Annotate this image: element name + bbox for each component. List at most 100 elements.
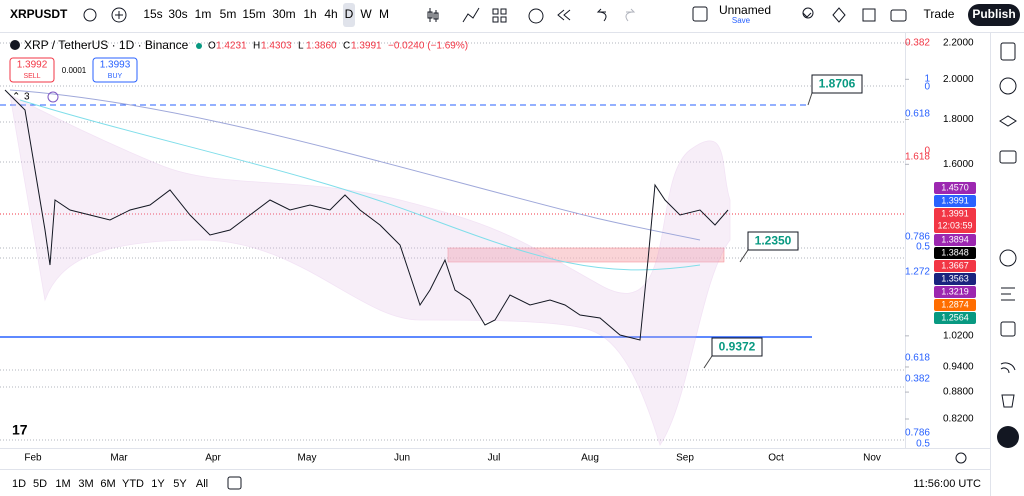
sell-price: 1.3992: [17, 60, 48, 71]
goto-date[interactable]: [227, 476, 242, 490]
range-button[interactable]: 5Y: [173, 478, 187, 490]
layout-caret[interactable]: [802, 12, 812, 18]
badge-countdown: 12:03:59: [937, 220, 972, 230]
range-button[interactable]: 5D: [33, 478, 47, 490]
interval[interactable]: 1m: [195, 7, 212, 21]
month-label: Oct: [768, 453, 784, 464]
replay-icon[interactable]: [557, 9, 571, 21]
axis-settings[interactable]: [955, 452, 967, 464]
target-icon[interactable]: [999, 249, 1017, 267]
indicator-toggle[interactable]: ⌃: [12, 92, 20, 103]
range-button[interactable]: 6M: [100, 478, 115, 490]
badge-price: 1.2564: [941, 312, 969, 322]
interval[interactable]: 30s: [168, 7, 187, 21]
buy-button[interactable]: [92, 57, 138, 83]
sell-button[interactable]: [9, 57, 55, 83]
callout-box[interactable]: [747, 231, 799, 251]
callout-box[interactable]: [711, 337, 763, 357]
layout-name[interactable]: Unnamed: [719, 3, 771, 17]
price-badge: [934, 299, 976, 311]
interval[interactable]: M: [379, 7, 389, 21]
resistance-zone[interactable]: [447, 247, 725, 263]
interval[interactable]: 30m: [272, 7, 295, 21]
calendar-icon[interactable]: [1001, 287, 1015, 301]
interval[interactable]: D: [345, 7, 354, 21]
news-icon[interactable]: [1000, 321, 1016, 337]
badge-price: 1.3563: [941, 273, 969, 283]
fib-label: 0.382: [905, 374, 930, 385]
interval[interactable]: 15s: [143, 7, 162, 21]
interval[interactable]: W: [360, 7, 372, 21]
badge-price: 1.4570: [941, 182, 969, 192]
layers-icon[interactable]: [999, 115, 1017, 127]
snapshot-icon[interactable]: [890, 9, 907, 22]
time-axis: Feb Mar Apr May Jun Jul Aug Sep Oct Nov: [24, 453, 881, 464]
range-button[interactable]: 1Y: [151, 478, 165, 490]
fib-label: 0: [924, 146, 930, 157]
price-badge: [934, 260, 976, 272]
fib-label: 0.5: [916, 439, 930, 450]
chat-icon[interactable]: [999, 150, 1017, 164]
flag-icon[interactable]: [83, 8, 97, 22]
indicator-icon[interactable]: [462, 7, 480, 23]
interval[interactable]: 1h: [303, 7, 316, 21]
interval[interactable]: 15m: [242, 7, 265, 21]
price-badge: [934, 312, 976, 324]
fib-label: 0.786: [905, 428, 930, 439]
stream-icon[interactable]: [1000, 362, 1016, 374]
badge-price: 1.3991: [941, 208, 969, 218]
undo-icon[interactable]: [596, 8, 607, 22]
month-label: Apr: [205, 453, 221, 464]
range-button[interactable]: All: [196, 478, 208, 490]
market-status: [196, 43, 202, 49]
save-label[interactable]: Save: [732, 16, 751, 25]
badge-price: 1.3219: [941, 286, 969, 296]
watchlist-icon[interactable]: [1000, 42, 1016, 61]
toolbar: [0, 0, 1024, 32]
callout-box[interactable]: [811, 74, 863, 94]
moving-average: [19, 99, 701, 271]
price-series: [4, 89, 729, 341]
range-button[interactable]: 1M: [55, 478, 70, 490]
range-button[interactable]: 3M: [78, 478, 93, 490]
redo-icon[interactable]: [625, 8, 636, 22]
candle-icon[interactable]: [427, 8, 439, 22]
badge-price: 1.3667: [941, 260, 969, 270]
apps-button[interactable]: [997, 426, 1019, 448]
symbol[interactable]: XRPUSDT: [10, 7, 68, 21]
alert-icon[interactable]: [528, 8, 544, 24]
publish-button[interactable]: [968, 4, 1020, 26]
clock: 11:56:00 UTC: [913, 478, 981, 490]
search-icon[interactable]: [802, 7, 814, 19]
fib-label: 1.618: [905, 152, 930, 163]
month-label: Jun: [394, 453, 410, 464]
tick-label: 1.0200: [943, 330, 974, 341]
ohlc-key: C: [343, 41, 350, 52]
trade-button[interactable]: Trade: [924, 7, 955, 21]
sell-label: SELL: [23, 73, 40, 80]
indicator-spinner: [47, 91, 59, 103]
compare-icon[interactable]: [111, 7, 127, 23]
interval[interactable]: 4h: [324, 7, 337, 21]
month-label: May: [298, 453, 317, 464]
tick-label: 0.9400: [943, 362, 974, 373]
callout-text: 1.8706: [819, 77, 856, 91]
price-badge: [934, 286, 976, 298]
indicator-count[interactable]: 3: [24, 92, 30, 103]
alerts-icon[interactable]: [999, 77, 1017, 95]
badge-price: 1.3848: [941, 247, 969, 257]
settings-icon[interactable]: [832, 7, 846, 23]
interval[interactable]: 5m: [220, 7, 237, 21]
plus: [115, 11, 123, 19]
notify-icon[interactable]: [1001, 394, 1015, 408]
range-button[interactable]: 1D: [12, 478, 26, 490]
tick-label: 1.8000: [943, 114, 974, 125]
template-icon[interactable]: [492, 8, 499, 15]
fib-label: 0: [924, 82, 930, 93]
range-button[interactable]: YTD: [122, 478, 144, 490]
layout-checkbox[interactable]: [692, 6, 708, 22]
fullscreen-icon[interactable]: [862, 8, 876, 22]
tick-label: 0.8200: [943, 414, 974, 425]
interval-selected: [343, 3, 355, 27]
